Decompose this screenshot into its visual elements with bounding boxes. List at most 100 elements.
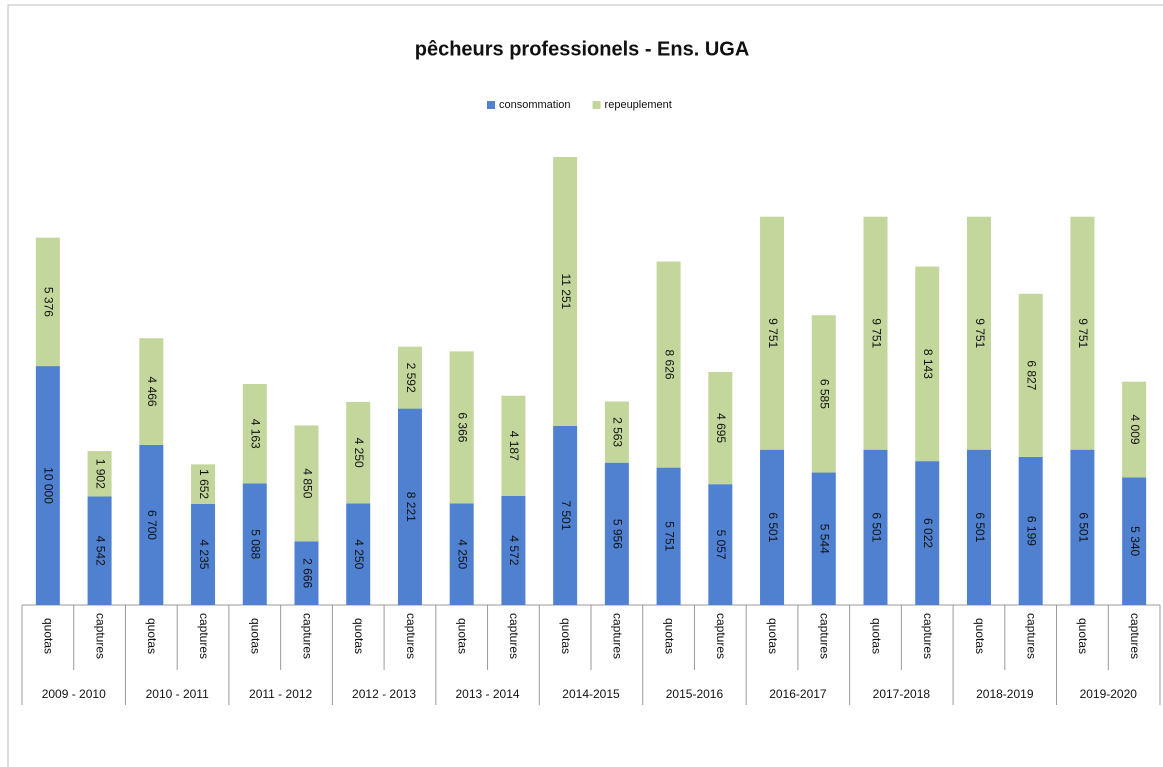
bar-segment [966,216,991,450]
bar-segment [87,451,112,497]
data-label: 4 009 [1128,415,1142,445]
bar-segment [294,541,319,605]
bar-segment [553,157,578,426]
bar-segment [346,503,371,605]
bar-segment [1018,293,1043,457]
data-label: 6 022 [921,518,935,548]
bar-segment [449,503,474,605]
bar-segment [242,383,267,484]
bar-segment [760,216,785,450]
data-label: 5 088 [249,529,263,559]
category-label: quotas [42,618,56,654]
data-label: 8 626 [662,350,676,380]
category-label: captures [197,613,211,659]
data-label: 6 366 [456,412,470,442]
data-label: 4 850 [300,468,314,498]
bar-segment [35,237,60,367]
bar-segment [811,472,836,605]
bar-segment [811,315,836,473]
bar-segment [191,464,216,504]
category-label: quotas [145,618,159,654]
legend-swatch [592,101,601,109]
category-label: quotas [1076,618,1090,654]
bar-segment [139,444,164,605]
category-label: captures [93,613,107,659]
category-label: captures [611,613,625,659]
category-label: captures [404,613,418,659]
group-label: 2012 - 2013 [352,687,416,701]
bar-segment [915,266,940,462]
data-label: 2 666 [300,558,314,588]
data-label: 5 340 [1128,526,1142,556]
group-label: 2017-2018 [873,687,931,701]
bar-segment [1018,456,1043,605]
data-label: 6 827 [1025,360,1039,390]
data-label: 6 501 [766,512,780,542]
category-label: quotas [869,618,883,654]
group-label: 2016-2017 [769,687,827,701]
data-label: 4 695 [714,413,728,443]
data-label: 4 542 [93,536,107,566]
bar-segment [397,346,422,409]
bar-segment [242,483,267,605]
bar-segment [656,261,681,468]
bar-segment [346,401,371,504]
bar-segment [604,401,629,463]
data-label: 4 466 [145,377,159,407]
bar-segment [1122,381,1147,478]
bar-segment [501,495,526,605]
data-label: 5 544 [818,524,832,554]
category-label: quotas [662,618,676,654]
group-label: 2015-2016 [666,687,724,701]
bar-segment [35,366,60,605]
bar-segment [1070,216,1095,450]
data-label: 4 163 [249,419,263,449]
bar-segment [397,408,422,605]
data-label: 11 251 [559,273,573,309]
data-label: 6 501 [973,512,987,542]
bar-segment [863,449,888,605]
data-label: 4 250 [352,438,366,468]
data-label: 10 000 [42,467,56,504]
data-label: 4 187 [507,431,521,461]
category-label: quotas [973,618,987,654]
data-label: 4 235 [197,539,211,569]
data-label: 8 143 [921,349,935,379]
chart-title: pêcheurs professionels - Ens. UGA [415,38,750,60]
data-label: 6 501 [869,512,883,542]
chart-border [7,4,1163,767]
bar-segment [191,503,216,605]
category-label: quotas [249,618,263,654]
data-label: 9 751 [869,318,883,348]
data-label: 4 250 [456,539,470,569]
bar-segment [708,484,733,605]
data-label: 6 585 [818,379,832,409]
group-label: 2011 - 2012 [249,687,312,701]
group-label: 2018-2019 [976,687,1034,701]
category-label: captures [818,613,832,659]
category-label: quotas [352,618,366,654]
bar-segment [915,461,940,605]
group-label: 2009 - 2010 [42,687,106,701]
category-label: captures [300,613,314,659]
bar-segment [863,216,888,450]
data-label: 5 751 [662,521,676,551]
legend-swatch [487,101,495,109]
bar-segment [294,425,319,542]
category-label: captures [507,613,521,659]
bar-segment [708,372,733,485]
category-label: captures [1025,613,1039,659]
category-label: quotas [766,618,780,654]
category-label: quotas [559,618,573,654]
bar-segment [553,425,578,605]
data-label: 8 221 [404,492,418,522]
category-label: captures [1128,613,1142,659]
bar-segment [139,338,164,445]
bar-segment [966,449,991,605]
group-label: 2013 - 2014 [456,687,520,701]
data-label: 1 652 [197,469,211,499]
data-label: 4 250 [352,539,366,569]
data-label: 9 751 [1076,318,1090,348]
data-label: 7 501 [559,500,573,530]
